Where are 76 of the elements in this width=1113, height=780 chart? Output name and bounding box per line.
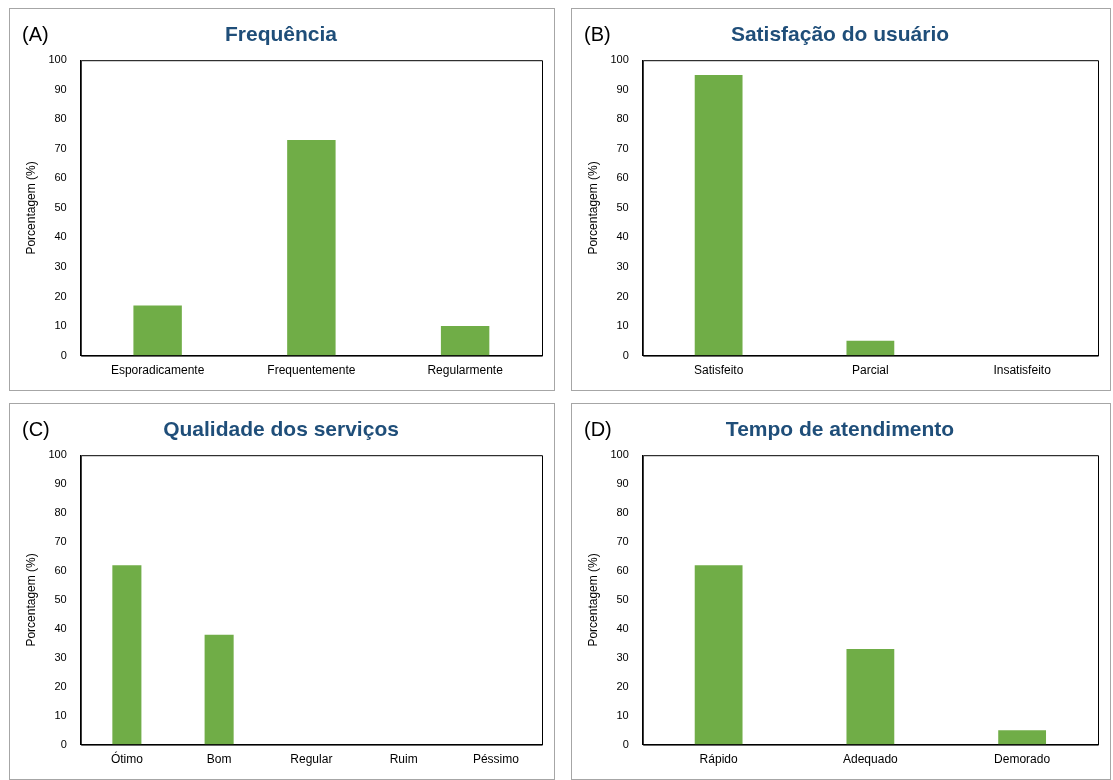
x-tick-label: Rápido [699,752,738,767]
y-tick-label: 80 [616,112,629,125]
y-tick-label: 40 [54,230,67,243]
text: (C) [22,417,50,440]
chart-title: Satisfação do usuário [730,22,950,46]
y-tick-label: 40 [616,230,629,243]
x-tick-label: Ruim [389,752,418,767]
y-axis-title: Porcentagem (%) [23,553,38,647]
y-tick-label: 10 [616,319,629,332]
y-tick-label: 40 [54,621,67,634]
bar [133,305,182,356]
y-tick-label: 30 [616,650,629,663]
y-tick-label: 100 [610,53,629,66]
bar [287,139,336,356]
y-tick-label: 20 [616,289,629,302]
y-tick-label: 20 [54,679,67,692]
bar [846,649,895,745]
y-tick-label: 10 [616,708,629,721]
y-tick-label: 90 [54,477,67,490]
x-tick-label: Satisfeito [693,363,744,378]
chart-title: Frequência [224,22,338,46]
x-tick-label: Ótimo [110,751,144,767]
y-tick-label: 60 [54,171,67,184]
x-tick-label: Insatisfeito [993,363,1052,378]
y-tick-label: 60 [616,171,629,184]
y-tick-label: 80 [54,112,67,125]
bar [694,565,743,745]
text: (D) [584,417,612,440]
x-tick-label: Péssimo [472,752,520,767]
y-tick-label: 80 [54,506,67,519]
y-tick-label: 10 [54,708,67,721]
x-tick-label: Esporadicamente [110,363,205,378]
y-tick-label: 90 [616,82,629,95]
y-tick-label: 90 [54,82,67,95]
y-tick-label: 0 [622,348,629,361]
y-tick-label: 80 [616,506,629,519]
x-tick-label: Demorado [994,752,1051,767]
y-tick-label: 100 [610,448,629,461]
y-axis-title: Porcentagem (%) [585,161,600,255]
y-tick-label: 0 [622,737,629,750]
y-tick-label: 40 [616,621,629,634]
y-tick-label: 70 [54,141,67,154]
y-tick-label: 70 [616,141,629,154]
y-tick-label: 90 [616,477,629,490]
y-tick-label: 20 [616,679,629,692]
x-tick-label: Regularmente [427,363,504,378]
y-tick-label: 10 [54,319,67,332]
text: (B) [584,22,611,45]
y-tick-label: 30 [616,260,629,273]
y-tick-label: 30 [54,650,67,663]
bar [440,326,490,356]
x-tick-label: Bom [206,752,232,767]
y-tick-label: 60 [616,563,629,576]
bar [998,730,1047,745]
y-tick-label: 100 [48,448,67,461]
y-tick-label: 70 [54,535,67,548]
x-tick-label: Parcial [852,363,889,378]
x-tick-label: Regular [290,752,333,767]
y-tick-label: 30 [54,260,67,273]
text: (A) [22,22,49,45]
y-tick-label: 60 [54,563,67,576]
y-tick-label: 70 [616,535,629,548]
y-tick-label: 50 [616,592,629,605]
y-tick-label: 20 [54,289,67,302]
y-tick-label: 50 [616,200,629,213]
chart-title: Tempo de atendimento [725,417,955,441]
x-tick-label: Adequado [843,752,899,767]
y-axis-title: Porcentagem (%) [585,553,600,647]
y-tick-label: 50 [54,200,67,213]
y-tick-label: 50 [54,592,67,605]
y-axis-title: Porcentagem (%) [23,161,38,255]
y-tick-label: 100 [48,53,67,66]
y-tick-label: 0 [60,348,67,361]
y-tick-label: 0 [60,737,67,750]
x-tick-label: Frequentemente [267,363,356,378]
chart-title: Qualidade dos serviços [163,417,399,441]
